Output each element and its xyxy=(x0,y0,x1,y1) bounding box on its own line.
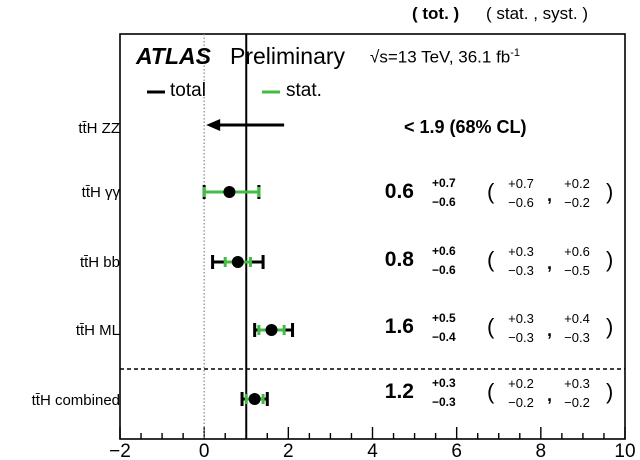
x-tick-label: 6 xyxy=(451,441,462,460)
comma-bb: , xyxy=(547,253,553,273)
atlas-label: ATLAS xyxy=(136,43,211,69)
category-label-ttH-ML: tt̄H ML xyxy=(75,322,120,339)
comma-combined: , xyxy=(547,385,553,405)
central-value-point xyxy=(248,393,261,405)
tot-up-bb: +0.6 xyxy=(432,244,456,258)
open-paren-gammagamma: ( xyxy=(487,179,495,204)
x-tick-label: 10 xyxy=(614,441,635,460)
x-tick-label: 0 xyxy=(199,441,210,460)
upper-limit-arrowhead xyxy=(206,119,221,131)
value-ttH-combined: 1.2 xyxy=(384,380,414,403)
syst-up-gammagamma: +0.2 xyxy=(564,176,590,191)
syst-down-bb: −0.5 xyxy=(564,263,590,278)
tot-down-combined: −0.3 xyxy=(432,395,456,409)
lumi-exponent: -1 xyxy=(510,47,521,59)
central-value-point xyxy=(231,256,244,268)
legend-total-label: total xyxy=(170,80,206,101)
status-label: Preliminary xyxy=(230,43,346,69)
stat-up-combined: +0.2 xyxy=(508,376,534,391)
category-label-ttH-ZZ: tt̄H ZZ xyxy=(78,120,120,137)
category-label-ttH-combined: tt̄H combined xyxy=(31,392,120,409)
energy-lumi-label: √s=13 TeV, 36.1 fb-1 xyxy=(370,47,520,68)
x-tick-label: −2 xyxy=(109,441,131,460)
stat-down-ML: −0.3 xyxy=(508,330,534,345)
close-paren-combined: ) xyxy=(606,379,614,404)
comma-ML: , xyxy=(547,320,553,340)
stat-up-bb: +0.3 xyxy=(508,244,534,259)
syst-up-ML: +0.4 xyxy=(564,311,590,326)
value-ttH-ML: 1.6 xyxy=(384,315,414,338)
legend-stat-label: stat. xyxy=(286,80,322,101)
x-tick-label: 2 xyxy=(283,441,294,460)
value-ttH-gammagamma: 0.6 xyxy=(384,180,414,203)
tot-down-bb: −0.6 xyxy=(432,263,456,277)
stat-down-bb: −0.3 xyxy=(508,263,534,278)
close-paren-bb: ) xyxy=(606,247,614,272)
stat-down-combined: −0.2 xyxy=(508,395,534,410)
stat-up-gammagamma: +0.7 xyxy=(508,176,534,191)
zz-limit-label: < 1.9 (68% CL) xyxy=(404,117,527,137)
central-value-point xyxy=(223,186,236,198)
category-label-ttH-gammagamma: tt̄H γγ xyxy=(81,184,120,201)
syst-up-bb: +0.6 xyxy=(564,244,590,259)
category-label-ttH-bb: tt̄H bb xyxy=(79,254,120,271)
tot-down-ML: −0.4 xyxy=(432,330,456,344)
close-paren-gammagamma: ) xyxy=(606,179,614,204)
syst-down-combined: −0.2 xyxy=(564,395,590,410)
central-value-point xyxy=(265,324,278,336)
tot-up-combined: +0.3 xyxy=(432,376,456,390)
stat-down-gammagamma: −0.6 xyxy=(508,195,534,210)
tot-up-gammagamma: +0.7 xyxy=(432,176,456,190)
open-paren-combined: ( xyxy=(487,379,495,404)
tot-down-gammagamma: −0.6 xyxy=(432,195,456,209)
value-ttH-bb: 0.8 xyxy=(384,248,414,271)
syst-down-ML: −0.3 xyxy=(564,330,590,345)
comma-gammagamma: , xyxy=(547,185,553,205)
open-paren-ML: ( xyxy=(487,314,495,339)
syst-down-gammagamma: −0.2 xyxy=(564,195,590,210)
tot-header: ( tot. ) xyxy=(412,4,460,23)
x-tick-label: 8 xyxy=(536,441,547,460)
sqrt-s-label: √s xyxy=(370,47,388,67)
x-tick-label: 4 xyxy=(367,441,378,460)
open-paren-bb: ( xyxy=(487,247,495,272)
stat-up-ML: +0.3 xyxy=(508,311,534,326)
stat-syst-header: ( stat. , syst. ) xyxy=(486,4,589,23)
tot-up-ML: +0.5 xyxy=(432,311,456,325)
energy-lumi-text: =13 TeV, 36.1 fb xyxy=(387,47,511,67)
close-paren-ML: ) xyxy=(606,314,614,339)
syst-up-combined: +0.3 xyxy=(564,376,590,391)
